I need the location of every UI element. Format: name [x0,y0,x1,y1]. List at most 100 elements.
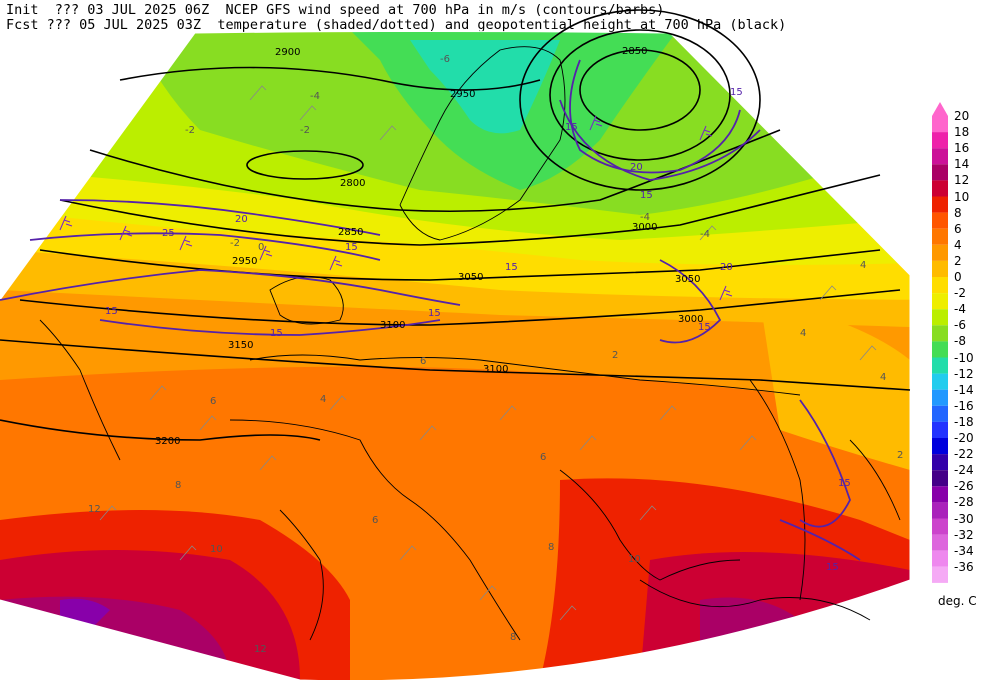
temp-label: 6 [420,356,426,367]
wind-label: 15 [345,242,358,253]
height-label: 3050 [458,272,483,283]
colorbar-label: -26 [954,479,974,494]
colorbar-label: -20 [954,431,974,445]
temp-label: 8 [175,480,181,491]
header-forecast-line: Fcst ??? 05 JUL 2025 03Z temperature (sh… [6,17,787,33]
wind-label: 15 [105,306,118,317]
colorbar-label: 16 [954,141,970,156]
temp-label: 6 [372,515,378,526]
height-label: 3100 [380,320,405,331]
colorbar-swatch [932,116,948,133]
colorbar-label: -2 [954,286,966,301]
colorbar-label: -8 [954,334,966,349]
colorbar-swatch [932,341,948,358]
colorbar-swatch [932,486,948,503]
temp-label: -4 [700,229,710,240]
colorbar-swatch [932,421,948,438]
strong-wind-barbs [59,115,733,301]
temp-label: -2 [185,125,195,136]
colorbar-label: -32 [954,527,974,542]
colorbar-label: -36 [954,559,974,574]
height-label: 2800 [340,178,365,189]
height-label: 2900 [275,47,300,58]
wind-label: 15 [730,87,743,98]
colorbar-label: -14 [954,382,974,397]
wind-label: 25 [162,228,175,239]
temp-label: 4 [860,260,866,271]
height-label: 3050 [675,274,700,285]
colorbar-swatch [932,550,948,567]
colorbar-swatch [932,454,948,471]
colorbar-swatch [932,405,948,422]
colorbar-swatch [932,228,948,245]
colorbar-swatch [932,244,948,261]
wind-label: 20 [630,162,643,173]
colorbar-label: -34 [954,543,974,558]
colorbar-label: 0 [954,270,962,284]
wind-label: 15 [640,190,653,201]
colorbar-swatch [932,357,948,374]
colorbar-swatch [932,566,948,583]
temp-label: 10 [210,544,223,555]
height-label: 3100 [483,364,508,375]
colorbar-label: -12 [954,366,974,381]
colorbar-label: -28 [954,495,974,510]
height-label: 3150 [228,340,253,351]
colorbar-label: 10 [954,189,970,204]
wind-label: 15 [698,322,711,333]
temp-label: 8 [548,542,554,553]
wind-label: 15 [270,328,283,339]
colorbar-swatch [932,518,948,535]
colorbar-label: 4 [954,237,962,252]
colorbar-label: 6 [954,221,962,236]
colorbar-label: 18 [954,125,970,140]
colorbar-label: -22 [954,447,974,462]
colorbar-label: -16 [954,398,974,413]
header-init-line: Init ??? 03 JUL 2025 06Z NCEP GFS wind s… [6,2,665,18]
colorbar-label: -30 [954,511,974,526]
colorbar-label: -24 [954,463,974,478]
temp-label: 0 [258,242,264,253]
colorbar-swatch [932,260,948,277]
height-label: 3000 [632,222,657,233]
wind-label: 15 [505,262,518,273]
temp-label: 6 [540,452,546,463]
temp-label: -4 [640,212,650,223]
height-label: 3200 [155,436,180,447]
wind-label: 20 [720,262,733,273]
colorbar-label: 20 [954,109,970,123]
colorbar-swatch [932,212,948,229]
temp-label: 6 [210,396,216,407]
height-label: 2950 [450,89,475,100]
wind-label: 15 [826,562,839,573]
colorbar-label: 2 [954,253,962,268]
wind-contours [0,59,861,561]
colorbar-swatch [932,148,948,165]
temp-label: 2 [612,350,618,361]
colorbar-swatch [932,470,948,487]
colorbar-swatch [932,309,948,326]
colorbar-swatch [932,438,948,455]
colorbar-swatch [932,180,948,197]
colorbar-label: 12 [954,173,970,188]
temp-label: 2 [897,450,903,461]
wind-label: 15 [428,308,441,319]
colorbar-swatch [932,325,948,342]
height-label: 2850 [338,227,363,238]
temp-label: -6 [440,54,450,65]
colorbar-label: -6 [954,318,966,333]
colorbar-label: -4 [954,302,966,317]
colorbar-swatch [932,502,948,519]
wind-barbs [99,85,877,621]
contour-labels: 2900 2850 2950 2800 3000 3050 3000 3100 … [88,46,903,655]
height-label: 3000 [678,314,703,325]
wind-label: 15 [565,122,578,133]
wind-label: 15 [838,478,851,489]
temp-label: -4 [310,91,320,102]
colorbar-swatch [932,196,948,213]
colorbar-label: -18 [954,414,974,429]
colorbar [932,102,948,583]
colorbar-units: deg. C [938,594,977,608]
